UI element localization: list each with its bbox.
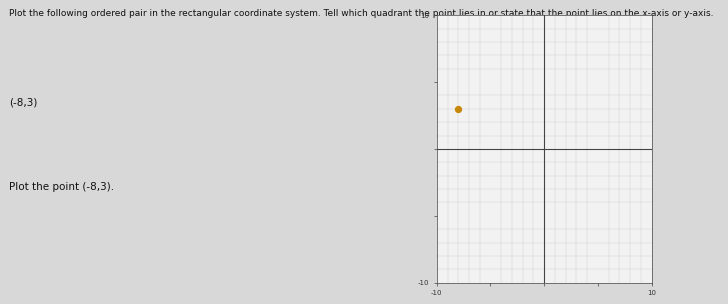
Text: Plot the point (-8,3).: Plot the point (-8,3). bbox=[9, 182, 114, 192]
Text: Plot the following ordered pair in the rectangular coordinate system. Tell which: Plot the following ordered pair in the r… bbox=[9, 9, 713, 18]
Text: (-8,3): (-8,3) bbox=[9, 97, 37, 107]
Point bbox=[453, 106, 464, 111]
